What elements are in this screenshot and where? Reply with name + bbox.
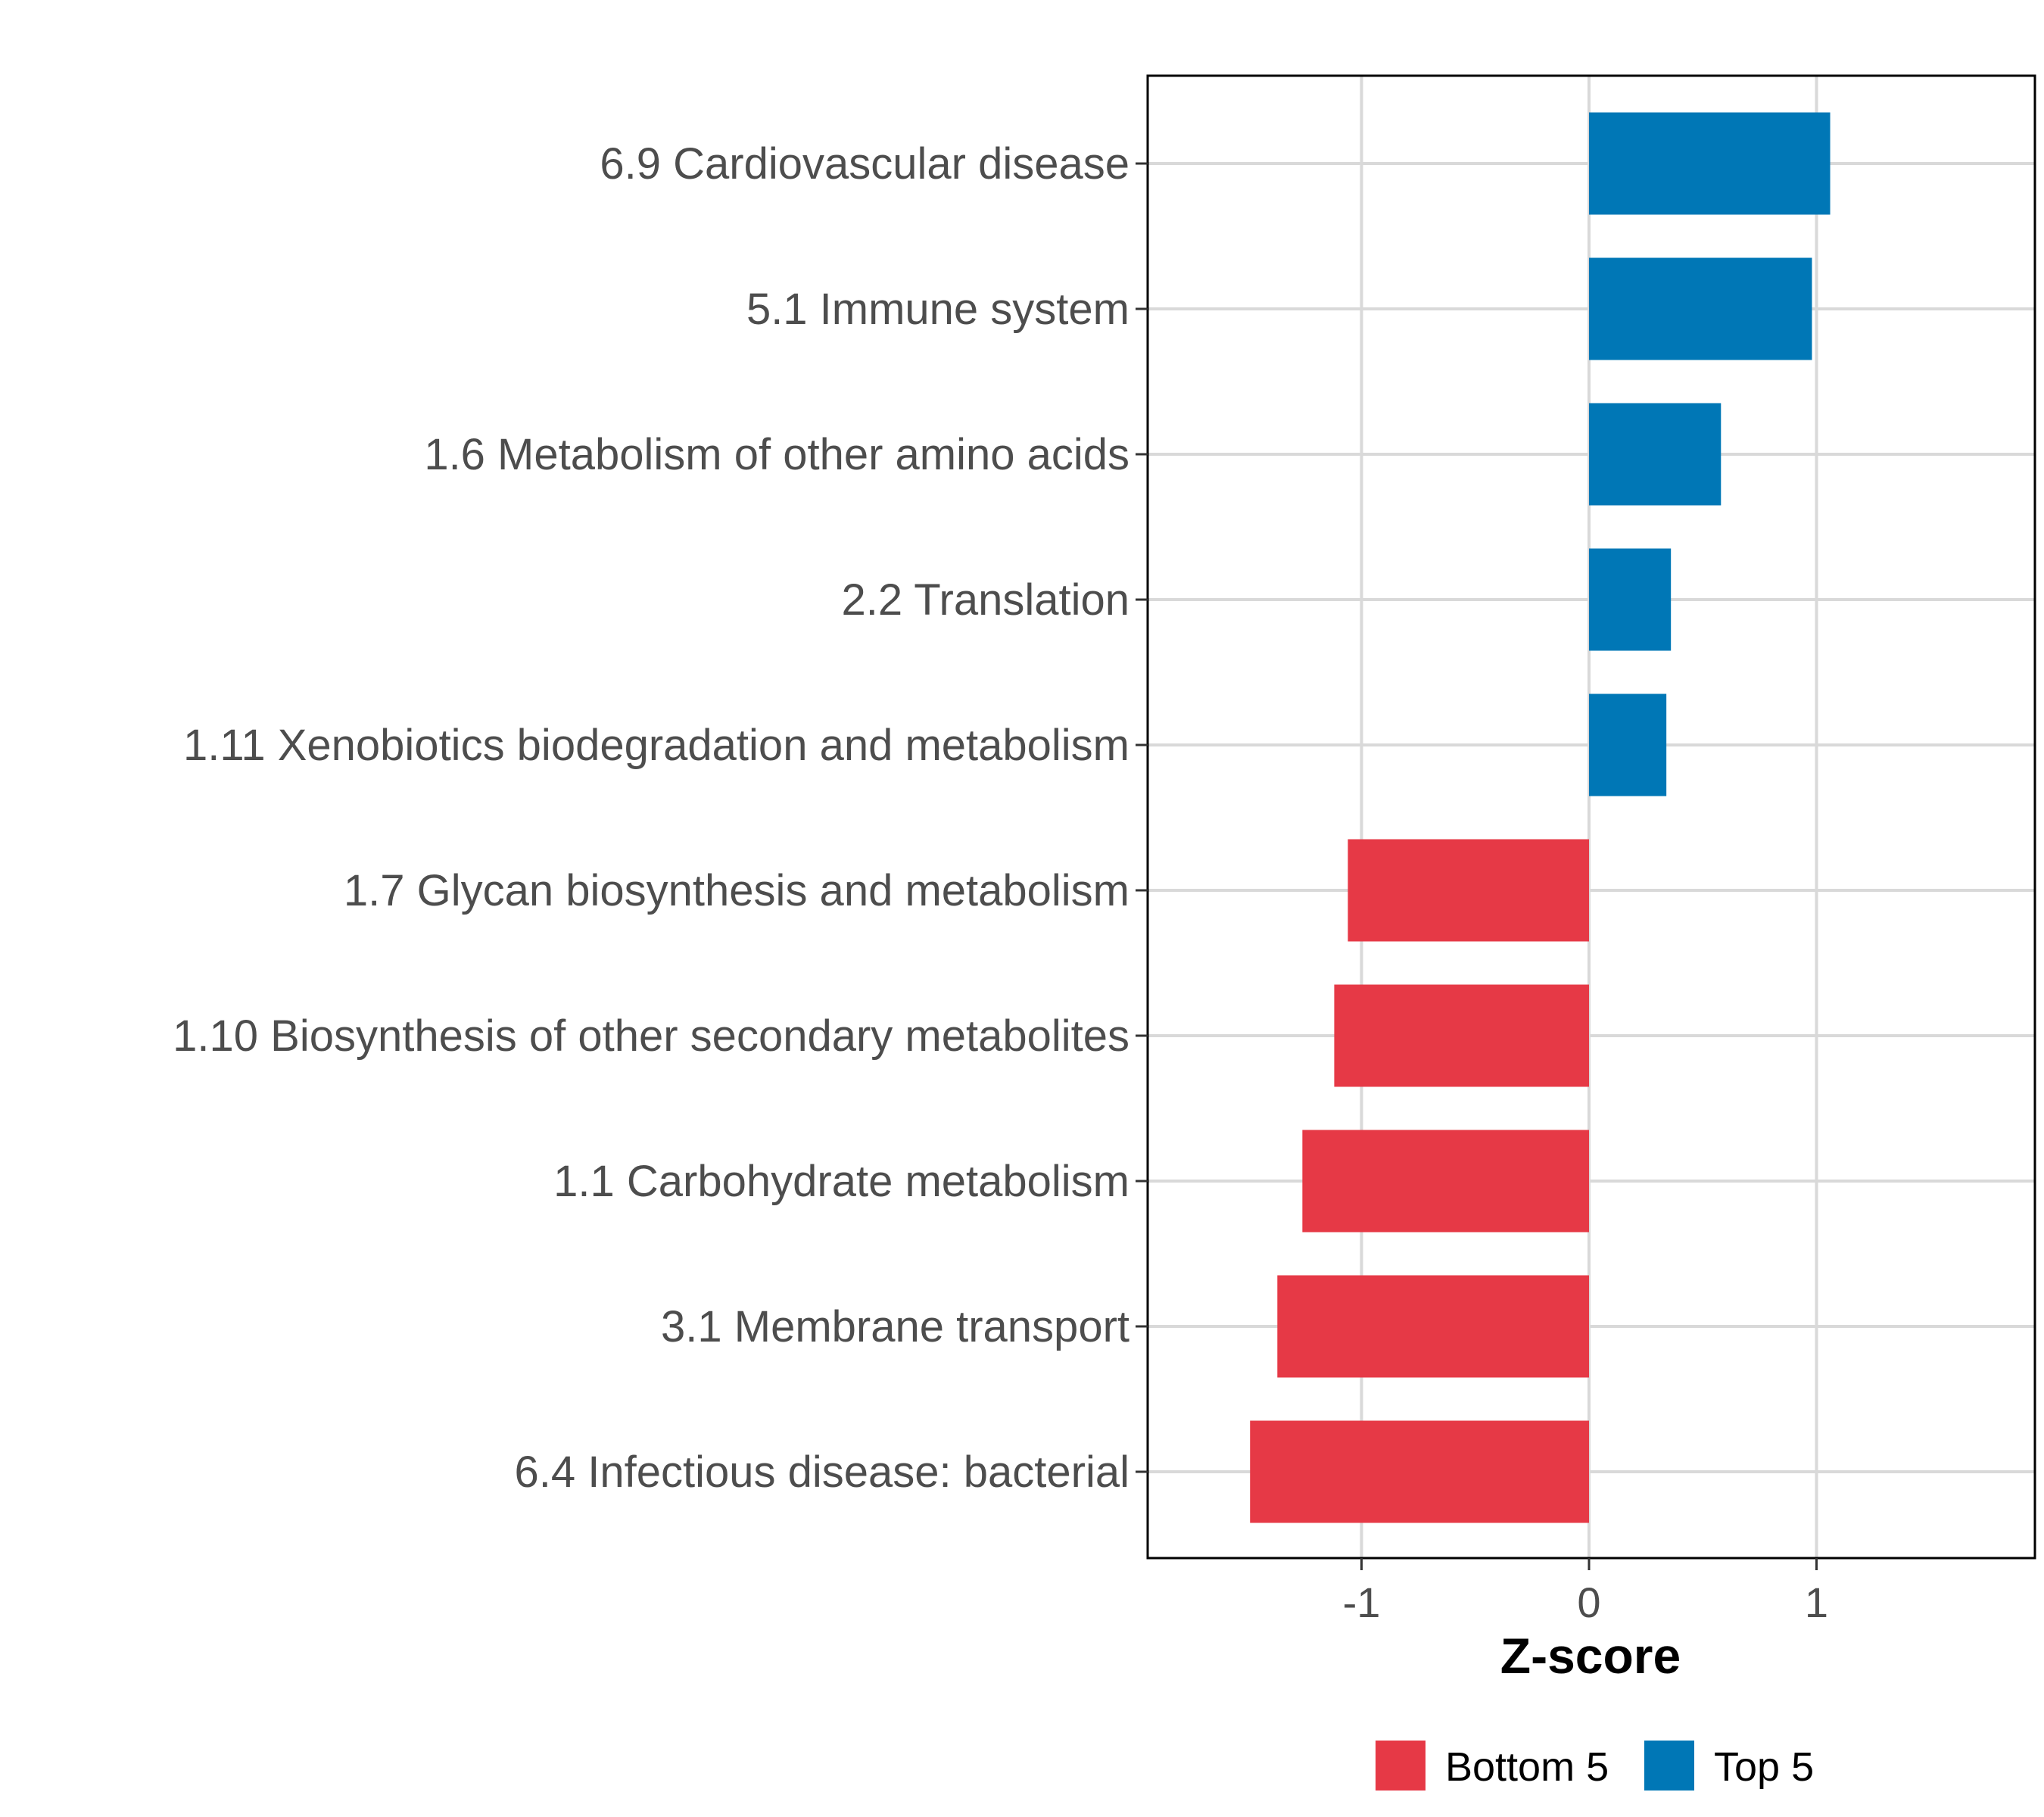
x-tick-label: -1 bbox=[1343, 1579, 1381, 1626]
bar bbox=[1588, 112, 1831, 215]
y-tick-label: 3.1 Membrane transport bbox=[661, 1302, 1129, 1351]
y-tick-label: 1.10 Biosynthesis of other secondary met… bbox=[173, 1011, 1129, 1061]
y-tick-label: 6.9 Cardiovascular disease bbox=[600, 139, 1129, 189]
y-tick-label: 6.4 Infectious disease: bacterial bbox=[515, 1448, 1129, 1497]
y-axis-labels: 6.9 Cardiovascular disease 5.1 Immune sys… bbox=[173, 139, 1148, 1497]
plot-border bbox=[1146, 74, 2036, 1560]
y-tick-label: 2.2 Translation bbox=[842, 575, 1129, 625]
y-tick-label: 1.7 Glycan biosynthesis and metabolism bbox=[344, 866, 1129, 915]
bar bbox=[1334, 984, 1589, 1087]
legend-label-top5: Top 5 bbox=[1714, 1744, 1814, 1790]
x-axis-ticks: -1 0 1 bbox=[1343, 1558, 1828, 1626]
bar bbox=[1588, 548, 1672, 651]
y-tick-label: 5.1 Immune system bbox=[746, 285, 1129, 334]
bar bbox=[1588, 257, 1812, 360]
y-tick-label: 1.1 Carbohydrate metabolism bbox=[553, 1157, 1129, 1206]
legend-swatch-top5 bbox=[1644, 1741, 1694, 1791]
y-tick-label: 1.6 Metabolism of other amino acids bbox=[424, 430, 1129, 479]
bar bbox=[1250, 1420, 1589, 1523]
x-axis-title: Z-score bbox=[1500, 1628, 1681, 1684]
bar bbox=[1588, 403, 1722, 506]
bar bbox=[1277, 1275, 1589, 1378]
bar bbox=[1348, 839, 1589, 942]
y-tick-label: 1.11 Xenobiotics biodegradation and meta… bbox=[183, 721, 1129, 770]
bars bbox=[1250, 112, 1831, 1523]
bar bbox=[1302, 1130, 1589, 1233]
x-tick-label: 1 bbox=[1805, 1579, 1828, 1626]
legend: Bottom 5 Top 5 bbox=[1376, 1741, 1814, 1791]
x-tick-label: 0 bbox=[1577, 1579, 1600, 1626]
legend-label-bottom5: Bottom 5 bbox=[1445, 1744, 1609, 1790]
legend-swatch-bottom5 bbox=[1376, 1741, 1426, 1791]
bar bbox=[1588, 693, 1667, 796]
